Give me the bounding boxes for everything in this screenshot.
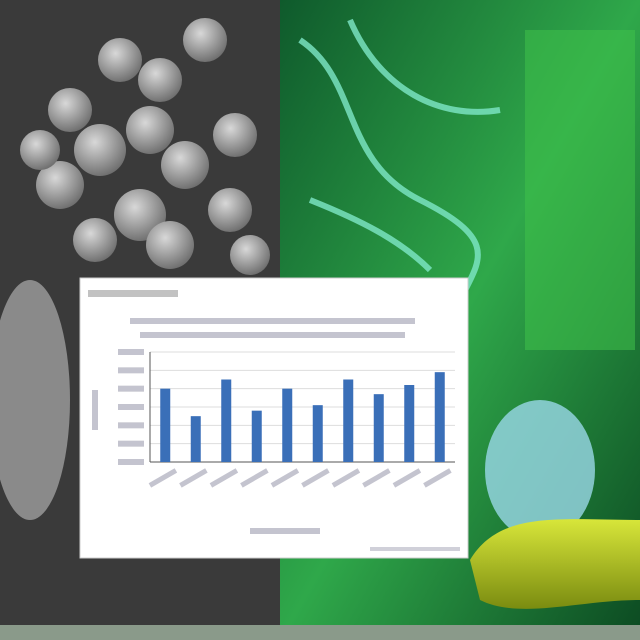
illegible-tick-label: [118, 459, 144, 465]
bar: [404, 385, 415, 462]
illegible-title: [130, 318, 415, 324]
illegible-category-label: [209, 468, 239, 488]
illegible-axis-title: [250, 528, 320, 534]
illegible-category-label: [179, 468, 208, 488]
bar: [251, 410, 262, 462]
bar: [373, 394, 384, 462]
bar: [312, 405, 323, 462]
illegible-axis-title: [92, 390, 98, 430]
bar: [282, 388, 293, 462]
green-veins: [298, 18, 635, 350]
illegible-title: [140, 332, 405, 338]
chart-card: [79, 277, 469, 559]
illegible-category-label: [240, 468, 269, 488]
illegible-category-label: [301, 468, 330, 488]
illegible-category-label: [331, 468, 361, 488]
bar: [434, 372, 445, 462]
bar: [160, 388, 171, 462]
illegible-tick-label: [118, 422, 144, 429]
plot: [118, 349, 455, 488]
illegible-tick-label: [118, 440, 144, 447]
illegible-category-label: [270, 468, 300, 488]
illegible-tick-label: [118, 385, 144, 392]
illegible-category-label: [148, 468, 178, 488]
illegible-footer: [370, 547, 460, 551]
illegible-tick-label: [118, 349, 144, 355]
gray-spheres: [0, 18, 270, 520]
bar: [221, 379, 232, 462]
bar: [343, 379, 354, 462]
green-tube: [470, 400, 640, 609]
illegible-tick-label: [118, 404, 144, 410]
bar: [190, 416, 201, 462]
illegible-category-label: [362, 468, 391, 488]
card: [79, 277, 469, 559]
illegible-heading: [88, 290, 178, 297]
illegible-category-label: [392, 468, 422, 488]
illegible-tick-label: [118, 367, 144, 374]
bottom-strip: [0, 625, 640, 640]
illegible-category-label: [423, 468, 452, 488]
